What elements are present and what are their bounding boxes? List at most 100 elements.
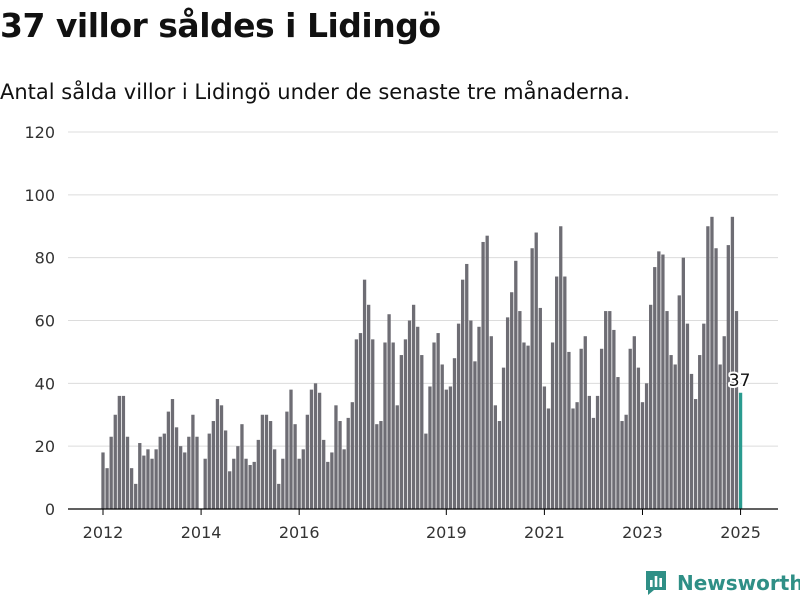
- bar: [722, 336, 726, 509]
- bar: [416, 326, 420, 509]
- bar: [138, 443, 142, 509]
- bar: [465, 263, 469, 509]
- highlight-bar: [738, 392, 743, 509]
- bar: [195, 436, 199, 509]
- bar: [522, 342, 526, 509]
- bar: [681, 257, 685, 509]
- bar: [244, 458, 248, 509]
- bar: [371, 339, 375, 509]
- bar: [350, 402, 354, 509]
- bar: [215, 399, 220, 509]
- bar: [346, 417, 350, 509]
- bar: [403, 339, 408, 509]
- bar: [444, 389, 448, 509]
- bar: [117, 395, 121, 509]
- bar: [649, 304, 653, 509]
- bar: [718, 364, 722, 509]
- bar: [628, 348, 632, 509]
- bar: [375, 424, 379, 509]
- bar: [256, 439, 260, 509]
- bar: [505, 317, 510, 509]
- bar: [636, 367, 641, 510]
- bar: [661, 254, 665, 509]
- bar: [301, 449, 305, 509]
- bar: [105, 468, 109, 509]
- bar: [166, 411, 171, 509]
- bar: [542, 386, 547, 509]
- bar: [555, 276, 559, 509]
- newsworthy-logo: Newsworthy: [644, 569, 800, 596]
- bar: [693, 399, 698, 509]
- bar: [252, 461, 256, 510]
- bar: [461, 279, 465, 509]
- bar: [313, 383, 318, 509]
- bar: [432, 342, 436, 509]
- bar: [211, 421, 215, 509]
- bar: [264, 414, 269, 509]
- bar: [530, 248, 534, 510]
- bar: [493, 405, 497, 509]
- bar: [497, 421, 502, 509]
- bar: [448, 386, 453, 509]
- bar: [260, 414, 265, 509]
- bar: [330, 452, 334, 509]
- bar: [285, 411, 289, 509]
- bar: [191, 414, 195, 509]
- bar: [113, 414, 117, 509]
- bar: [150, 458, 154, 509]
- bar: [289, 389, 293, 509]
- bar: [730, 216, 735, 509]
- bar: [452, 358, 457, 509]
- bar: [354, 339, 359, 509]
- bar: [510, 292, 514, 509]
- bar: [273, 449, 277, 509]
- bar: [248, 465, 252, 509]
- bar: [187, 436, 191, 509]
- bar: [685, 323, 690, 509]
- bar: [665, 311, 669, 509]
- bar: [518, 311, 522, 509]
- bar: [595, 395, 600, 509]
- bar: [734, 311, 739, 509]
- bar: [142, 455, 146, 509]
- bar: [632, 336, 636, 509]
- bar: [183, 452, 187, 509]
- bar: [477, 326, 481, 509]
- y-tick-label: 40: [35, 374, 55, 393]
- bar: [538, 307, 542, 509]
- bar: [583, 336, 587, 509]
- bar: [387, 314, 391, 509]
- x-tick-label: 2012: [83, 523, 124, 542]
- bar: [109, 436, 113, 509]
- y-tick-label: 80: [35, 249, 55, 268]
- bar: [456, 323, 461, 509]
- bar: [677, 295, 681, 509]
- chart-title: 37 villor såldes i Lidingö: [0, 6, 441, 45]
- bar: [129, 468, 134, 509]
- bar: [575, 402, 579, 509]
- bar: [653, 267, 657, 509]
- bar: [326, 461, 330, 510]
- bar: [702, 323, 706, 509]
- highlight-value-label: 37: [729, 371, 751, 391]
- bar: [309, 389, 314, 509]
- bar: [620, 421, 624, 509]
- bar: [268, 421, 273, 509]
- bar: [317, 392, 322, 509]
- bar: [485, 235, 489, 509]
- bar: [669, 355, 673, 509]
- bar: [726, 245, 730, 509]
- bar: [293, 424, 297, 509]
- bar: [121, 395, 126, 509]
- bar: [281, 458, 285, 509]
- bar: [710, 216, 714, 509]
- bar: [240, 424, 244, 509]
- bar: [698, 355, 702, 509]
- bar: [591, 417, 596, 509]
- bar: [223, 430, 228, 509]
- bar: [579, 348, 583, 509]
- x-tick-label: 2014: [181, 523, 222, 542]
- bar: [489, 336, 493, 509]
- bar: [604, 311, 608, 509]
- bar: [342, 449, 346, 509]
